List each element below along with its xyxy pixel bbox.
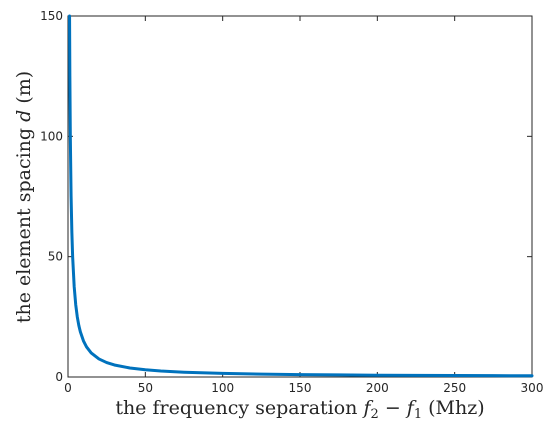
x-tick-label: 200 — [366, 381, 389, 395]
x-tick-label: 100 — [211, 381, 234, 395]
x-tick-label: 300 — [521, 381, 544, 395]
x-axis-ticks: 0 50 100 150 200 250 300 — [64, 16, 543, 395]
y-axis-label: the element spacing d (m) — [13, 71, 35, 323]
y-axis-ticks: 0 50 100 150 — [40, 9, 532, 384]
plot-frame — [67, 15, 533, 378]
y-tick-label: 50 — [48, 250, 63, 264]
x-tick-label: 50 — [138, 381, 153, 395]
x-axis-label: the frequency separation f2 − f1 (Mhz) — [115, 397, 484, 422]
series-line — [68, 14, 534, 378]
x-tick-label: 0 — [64, 381, 72, 395]
plot-area: 0 50 100 150 200 250 300 0 50 100 150 — [40, 9, 543, 395]
y-tick-label: 0 — [55, 370, 63, 384]
y-tick-label: 150 — [40, 9, 63, 23]
x-tick-label: 250 — [443, 381, 466, 395]
y-tick-label: 100 — [40, 129, 63, 143]
x-tick-label: 150 — [289, 381, 312, 395]
